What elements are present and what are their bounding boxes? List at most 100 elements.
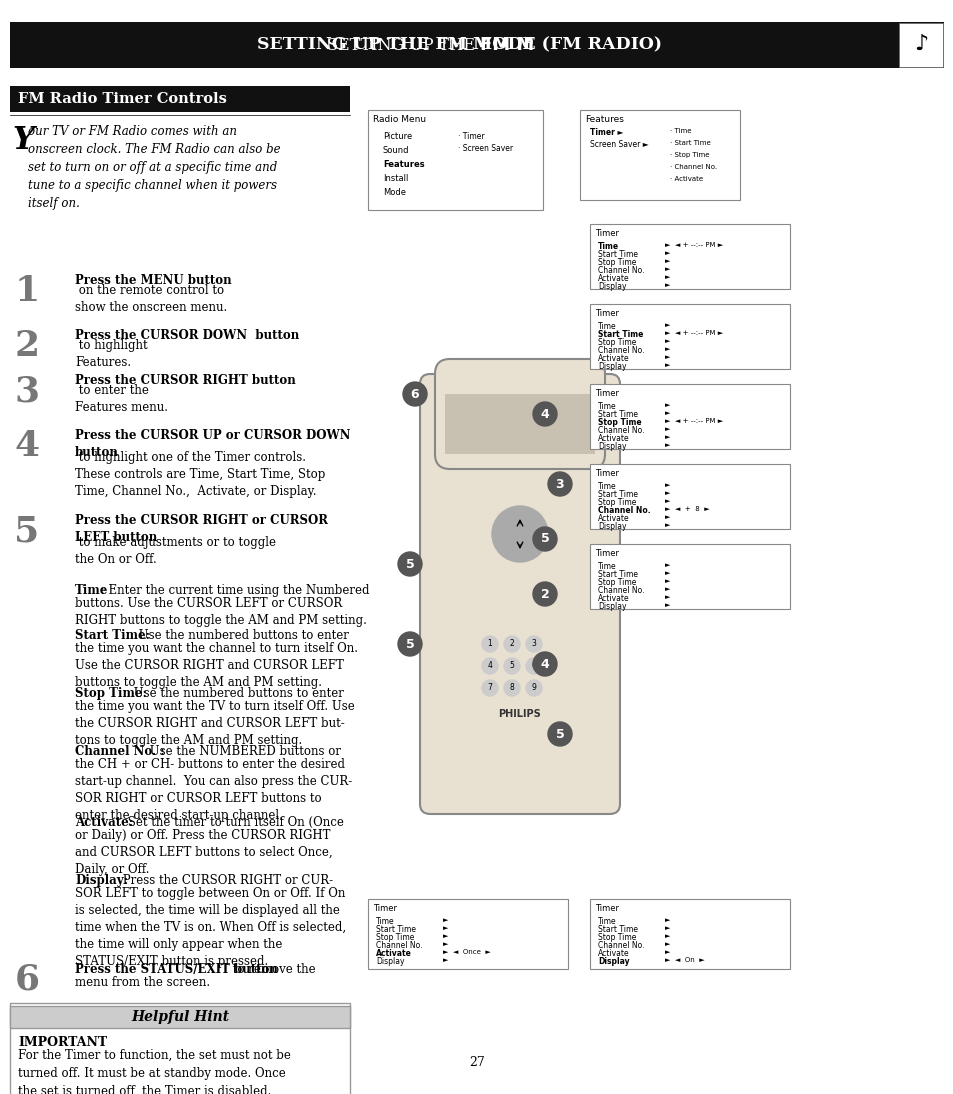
Bar bbox=[368, 110, 542, 210]
Text: Timer: Timer bbox=[595, 309, 618, 318]
Text: menu from the screen.: menu from the screen. bbox=[75, 976, 210, 989]
Text: IMPORTANT: IMPORTANT bbox=[18, 1036, 107, 1049]
Text: Channel No.: Channel No. bbox=[598, 266, 644, 275]
Text: Display:: Display: bbox=[75, 874, 128, 887]
Text: Stop Time: Stop Time bbox=[598, 578, 636, 587]
Circle shape bbox=[525, 680, 541, 696]
Text: Start Time: Start Time bbox=[598, 330, 642, 339]
Text: Activate: Activate bbox=[598, 948, 629, 958]
Circle shape bbox=[533, 652, 557, 676]
Text: Channel No.: Channel No. bbox=[598, 586, 644, 595]
Text: ◄ + --:-- PM ►: ◄ + --:-- PM ► bbox=[675, 242, 722, 248]
Text: ►: ► bbox=[664, 926, 670, 931]
Bar bbox=[444, 394, 595, 454]
Text: Press the CURSOR RIGHT or CURSOR
LEFT button: Press the CURSOR RIGHT or CURSOR LEFT bu… bbox=[75, 514, 328, 544]
Text: ♪: ♪ bbox=[913, 34, 927, 54]
Text: 1: 1 bbox=[14, 274, 40, 309]
Text: Sound: Sound bbox=[382, 146, 409, 155]
Text: Time: Time bbox=[598, 482, 616, 491]
Text: · Stop Time: · Stop Time bbox=[669, 152, 709, 158]
Text: ►: ► bbox=[664, 426, 670, 432]
Text: ►: ► bbox=[664, 490, 670, 496]
Text: 5: 5 bbox=[405, 558, 414, 570]
Text: Timer: Timer bbox=[595, 904, 618, 913]
Text: ◄  Once  ►: ◄ Once ► bbox=[453, 948, 490, 955]
Text: Activate: Activate bbox=[598, 594, 629, 603]
Text: 4: 4 bbox=[487, 662, 492, 671]
Text: Start Time:: Start Time: bbox=[75, 629, 150, 642]
Text: Display: Display bbox=[598, 957, 629, 966]
Text: buttons. Use the CURSOR LEFT or CURSOR
RIGHT buttons to toggle the AM and PM set: buttons. Use the CURSOR LEFT or CURSOR R… bbox=[75, 597, 367, 627]
Text: 6: 6 bbox=[14, 963, 39, 997]
Text: 6: 6 bbox=[410, 387, 419, 400]
Text: Radio Menu: Radio Menu bbox=[373, 115, 426, 124]
Text: · Start Time: · Start Time bbox=[669, 140, 710, 146]
Text: Activate: Activate bbox=[598, 514, 629, 523]
Text: Activate: Activate bbox=[598, 274, 629, 283]
Text: SETTING UP THE FM MODE (FM RADIO): SETTING UP THE FM MODE (FM RADIO) bbox=[257, 36, 661, 54]
Text: Time: Time bbox=[598, 562, 616, 571]
Circle shape bbox=[503, 657, 519, 674]
Text: to highlight one of the Timer controls.
These controls are Time, Start Time, Sto: to highlight one of the Timer controls. … bbox=[75, 451, 325, 498]
Text: 3: 3 bbox=[555, 477, 564, 490]
Text: Start Time: Start Time bbox=[598, 410, 638, 419]
Text: ◄  On  ►: ◄ On ► bbox=[675, 957, 704, 963]
Text: Activate: Activate bbox=[375, 948, 412, 958]
Text: ►: ► bbox=[664, 562, 670, 568]
Text: Start Time: Start Time bbox=[598, 570, 638, 579]
Circle shape bbox=[503, 636, 519, 652]
Text: 2: 2 bbox=[509, 640, 514, 649]
Text: Y: Y bbox=[12, 125, 33, 156]
Text: Channel No.: Channel No. bbox=[598, 426, 644, 435]
Text: Use the numbered buttons to enter: Use the numbered buttons to enter bbox=[135, 629, 349, 642]
Text: 3: 3 bbox=[14, 374, 39, 408]
Bar bbox=[589, 384, 789, 449]
Text: ►: ► bbox=[664, 418, 670, 424]
Bar bbox=[589, 899, 789, 969]
Text: ►: ► bbox=[664, 354, 670, 360]
Text: ►: ► bbox=[664, 941, 670, 947]
Text: : Enter the current time using the Numbered: : Enter the current time using the Numbe… bbox=[97, 584, 369, 597]
Text: ►: ► bbox=[664, 514, 670, 520]
Bar bbox=[589, 464, 789, 529]
Text: FM M: FM M bbox=[479, 36, 534, 54]
Text: ►: ► bbox=[664, 258, 670, 264]
Text: ►: ► bbox=[442, 926, 448, 931]
Circle shape bbox=[533, 527, 557, 551]
Text: · Activate: · Activate bbox=[669, 176, 702, 182]
Bar bbox=[10, 22, 943, 68]
Text: ►: ► bbox=[664, 274, 670, 280]
Text: Timer: Timer bbox=[595, 469, 618, 478]
Text: ►: ► bbox=[664, 948, 670, 955]
Text: to make adjustments or to toggle
the On or Off.: to make adjustments or to toggle the On … bbox=[75, 536, 275, 566]
Text: Channel No.: Channel No. bbox=[598, 941, 644, 950]
Bar bbox=[589, 544, 789, 609]
Text: Timer: Timer bbox=[595, 389, 618, 398]
Bar bbox=[898, 23, 942, 67]
Text: ►: ► bbox=[664, 522, 670, 528]
Text: Time: Time bbox=[598, 401, 616, 411]
Text: Timer ►: Timer ► bbox=[589, 128, 622, 137]
Circle shape bbox=[402, 382, 427, 406]
Text: Display: Display bbox=[375, 957, 404, 966]
Text: ►: ► bbox=[664, 338, 670, 344]
Text: Timer: Timer bbox=[595, 549, 618, 558]
Text: Channel No.: Channel No. bbox=[598, 507, 650, 515]
Text: or Daily) or Off. Press the CURSOR RIGHT
and CURSOR LEFT buttons to select Once,: or Daily) or Off. Press the CURSOR RIGHT… bbox=[75, 829, 333, 876]
Text: 5: 5 bbox=[405, 638, 414, 651]
Text: to highlight
Features.: to highlight Features. bbox=[75, 339, 148, 369]
Text: ►: ► bbox=[664, 933, 670, 939]
Text: Picture: Picture bbox=[382, 132, 412, 141]
Text: ►: ► bbox=[664, 507, 670, 512]
Text: ►: ► bbox=[664, 434, 670, 440]
FancyBboxPatch shape bbox=[435, 359, 604, 469]
Text: Stop Time: Stop Time bbox=[598, 418, 641, 427]
Text: 5: 5 bbox=[540, 533, 549, 546]
Text: Start Time: Start Time bbox=[375, 926, 416, 934]
Text: ►: ► bbox=[442, 933, 448, 939]
Text: ►: ► bbox=[664, 957, 670, 963]
Text: ►: ► bbox=[664, 586, 670, 592]
Text: 5: 5 bbox=[509, 662, 514, 671]
Text: ►: ► bbox=[664, 482, 670, 488]
Text: Start Time: Start Time bbox=[598, 490, 638, 499]
